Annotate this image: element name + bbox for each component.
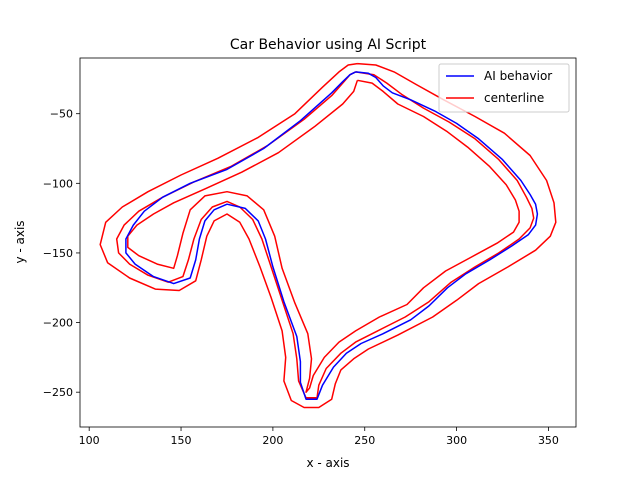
x-axis-label: x - axis bbox=[306, 456, 349, 470]
y-tick-label: −250 bbox=[43, 386, 73, 399]
chart-title: Car Behavior using AI Script bbox=[230, 37, 427, 53]
plot-lines bbox=[99, 62, 557, 409]
x-axis-ticks: 100 150 200 250 300 350 bbox=[79, 427, 559, 447]
legend-label-centerline: centerline bbox=[484, 91, 544, 105]
y-tick-label: −100 bbox=[43, 177, 73, 190]
y-axis-ticks: −250 −200 −150 −100 −50 bbox=[43, 108, 80, 399]
legend-label-ai-behavior: AI behavior bbox=[484, 69, 552, 83]
series-line-centerline-2 bbox=[99, 62, 557, 409]
plot-area-frame bbox=[79, 57, 577, 428]
series-line-centerline-1 bbox=[115, 71, 535, 399]
x-tick-label: 100 bbox=[79, 434, 100, 447]
x-tick-label: 350 bbox=[538, 434, 559, 447]
legend: AI behavior centerline bbox=[438, 63, 570, 113]
y-axis-label: y - axis bbox=[13, 220, 27, 263]
x-tick-label: 200 bbox=[262, 434, 283, 447]
series-line-ai-behavior bbox=[125, 71, 539, 400]
series-line-centerline-3 bbox=[127, 79, 520, 393]
y-tick-label: −200 bbox=[43, 317, 73, 330]
y-tick-label: −150 bbox=[43, 247, 73, 260]
y-tick-label: −50 bbox=[50, 108, 73, 121]
x-tick-label: 150 bbox=[171, 434, 192, 447]
x-tick-label: 300 bbox=[446, 434, 467, 447]
x-tick-label: 250 bbox=[354, 434, 375, 447]
